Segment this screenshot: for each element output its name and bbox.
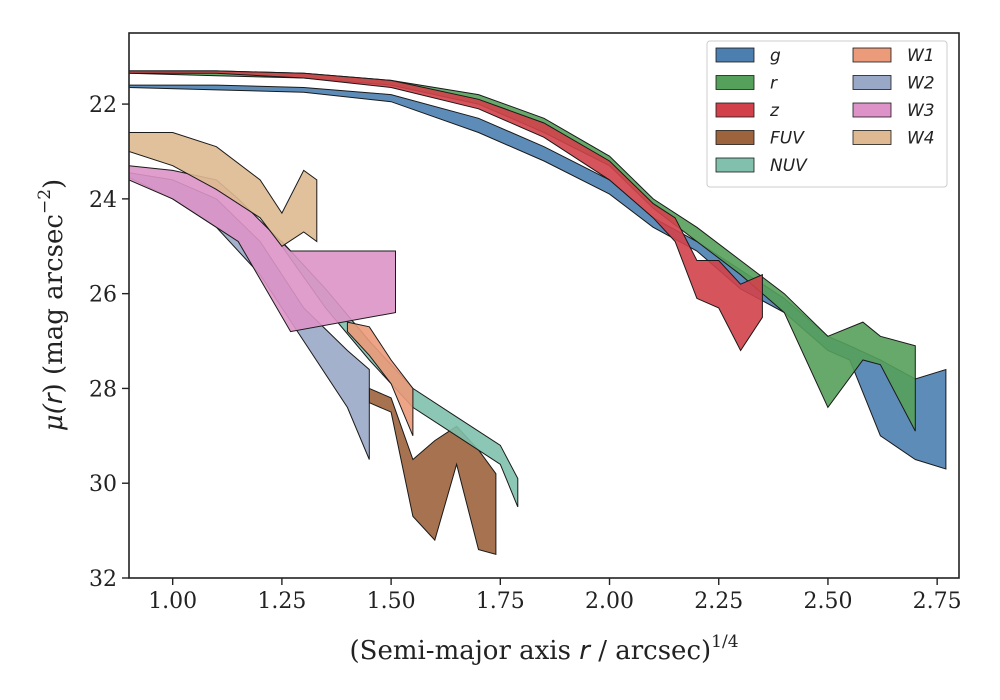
y-axis-title-sup: −2	[35, 189, 55, 214]
profile-bands	[129, 70, 947, 555]
y-tick-label: 26	[89, 283, 117, 308]
legend-label-g: g	[770, 46, 781, 66]
legend-swatch-z	[715, 102, 755, 118]
band-z	[129, 70, 763, 352]
legend-label-w1: W1	[907, 46, 935, 66]
y-tick-label: 28	[89, 377, 117, 402]
legend-swatch-w4	[852, 130, 892, 145]
band-fuv	[368, 387, 497, 555]
x-axis-title: (Semi-major axis r / arcsec)1/4	[349, 632, 738, 666]
y-axis-ticks: 22 24 26 28 30 32	[89, 93, 129, 592]
legend-swatch-w3	[852, 102, 892, 118]
legend-label-w4: W4	[907, 129, 935, 149]
y-tick-label: 22	[89, 93, 117, 118]
y-tick-label: 24	[89, 188, 117, 213]
x-tick-label: 1.50	[367, 589, 416, 614]
legend-swatch-nuv	[715, 157, 755, 173]
x-axis-ticks: 1.00 1.25 1.50 1.75 2.00 2.25 2.50 2.75	[148, 578, 962, 614]
y-tick-label: 30	[89, 472, 117, 497]
x-axis-title-post: / arcsec)	[590, 636, 711, 666]
x-tick-label: 2.75	[913, 589, 962, 614]
legend-label-fuv: FUV	[770, 129, 805, 149]
y-axis-title-var: r	[39, 391, 69, 404]
legend-swatch-w2	[852, 75, 892, 90]
y-axis-title: μ(r) (mag arcsec−2)	[35, 179, 69, 431]
legend-swatch-fuv	[715, 130, 755, 145]
y-axis-title-post: ) (mag arcsec	[39, 214, 69, 393]
y-axis-title-mu: μ(	[39, 403, 69, 431]
y-tick-label: 32	[89, 567, 117, 592]
x-tick-label: 2.25	[694, 589, 743, 614]
x-tick-label: 1.75	[476, 589, 525, 614]
legend-label-r: r	[770, 74, 778, 94]
legend: grz FUV NUV W1 W2 W3 W4	[706, 40, 948, 188]
y-axis-title-close: )	[39, 179, 69, 189]
legend-swatch-r	[715, 75, 755, 90]
band-g	[129, 84, 947, 470]
x-tick-label: 2.50	[803, 589, 852, 614]
legend-label-nuv: NUV	[770, 156, 808, 176]
band-w4	[129, 132, 318, 247]
legend-label-w2: W2	[907, 74, 935, 94]
plot-frame	[128, 32, 960, 579]
legend-label-z: z	[769, 101, 780, 121]
x-axis-title-sup: 1/4	[711, 632, 738, 652]
x-tick-label: 1.25	[257, 589, 306, 614]
legend-swatch-g	[715, 47, 755, 63]
x-axis-title-pre: (Semi-major axis	[349, 636, 579, 666]
legend-label-w3: W3	[907, 101, 935, 121]
x-tick-label: 1.00	[148, 589, 197, 614]
legend-swatch-w1	[852, 47, 892, 63]
x-tick-label: 2.00	[585, 589, 634, 614]
x-axis-title-var: r	[579, 636, 592, 666]
band-w1	[346, 321, 414, 436]
